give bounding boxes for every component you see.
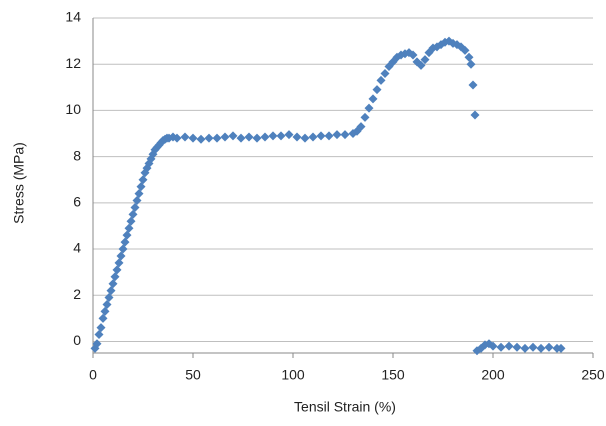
point (228, 131, 238, 141)
point (376, 75, 386, 85)
x-tick-label: 0 (89, 367, 97, 383)
point (466, 59, 476, 69)
point (180, 132, 190, 142)
point (104, 293, 114, 303)
point (316, 131, 326, 141)
point (172, 133, 182, 143)
x-tick-label: 200 (481, 367, 505, 383)
point (252, 133, 262, 143)
y-tick-label: 0 (73, 332, 81, 348)
point (102, 299, 112, 309)
point (100, 306, 110, 316)
point (416, 60, 426, 70)
point (324, 131, 334, 141)
point (196, 134, 206, 144)
point (360, 112, 370, 122)
point (106, 286, 116, 296)
point (268, 131, 278, 141)
point (496, 342, 506, 352)
point (408, 50, 418, 60)
point (556, 343, 566, 353)
point (124, 223, 134, 233)
point (470, 110, 480, 120)
point (536, 343, 546, 353)
point (464, 52, 474, 62)
point (92, 339, 102, 349)
point (380, 68, 390, 78)
point (300, 133, 310, 143)
y-tick-label: 14 (65, 9, 81, 25)
point (420, 55, 430, 65)
point (244, 132, 254, 142)
x-tick-label: 150 (381, 367, 405, 383)
point (98, 313, 108, 323)
point (468, 80, 478, 90)
point (188, 133, 198, 143)
point (118, 244, 128, 254)
point (332, 130, 342, 140)
point (504, 341, 514, 351)
point (292, 132, 302, 142)
point (372, 85, 382, 95)
point (368, 94, 378, 104)
point (308, 132, 318, 142)
point (356, 122, 366, 132)
point (136, 182, 146, 192)
y-tick-label: 4 (73, 240, 81, 256)
point (276, 131, 286, 141)
point (364, 103, 374, 113)
point (544, 342, 554, 352)
point (126, 216, 136, 226)
point (128, 209, 138, 219)
y-tick-label: 6 (73, 194, 81, 210)
point (340, 130, 350, 140)
point (114, 258, 124, 268)
point (260, 132, 270, 142)
point (488, 341, 498, 351)
point (284, 130, 294, 140)
point (116, 251, 126, 261)
y-tick-label: 12 (65, 55, 81, 71)
y-tick-label: 8 (73, 147, 81, 163)
point (110, 272, 120, 282)
y-tick-label: 2 (73, 286, 81, 302)
x-tick-label: 250 (581, 367, 605, 383)
point (138, 175, 148, 185)
point (460, 45, 470, 55)
point (130, 202, 140, 212)
point (122, 230, 132, 240)
point (520, 343, 530, 353)
point (96, 323, 106, 333)
point (220, 132, 230, 142)
point (528, 342, 538, 352)
point (94, 330, 104, 340)
point (212, 133, 222, 143)
point (134, 189, 144, 199)
point (204, 133, 214, 143)
y-tick-label: 10 (65, 101, 81, 117)
point (108, 279, 118, 289)
x-tick-label: 50 (185, 367, 201, 383)
point (236, 133, 246, 143)
point (132, 196, 142, 206)
point (112, 265, 122, 275)
x-axis-label: Tensil Strain (%) (294, 399, 396, 415)
y-axis-label: Stress (MPa) (11, 142, 27, 224)
x-tick-label: 100 (281, 367, 305, 383)
point (512, 342, 522, 352)
point (120, 237, 130, 247)
